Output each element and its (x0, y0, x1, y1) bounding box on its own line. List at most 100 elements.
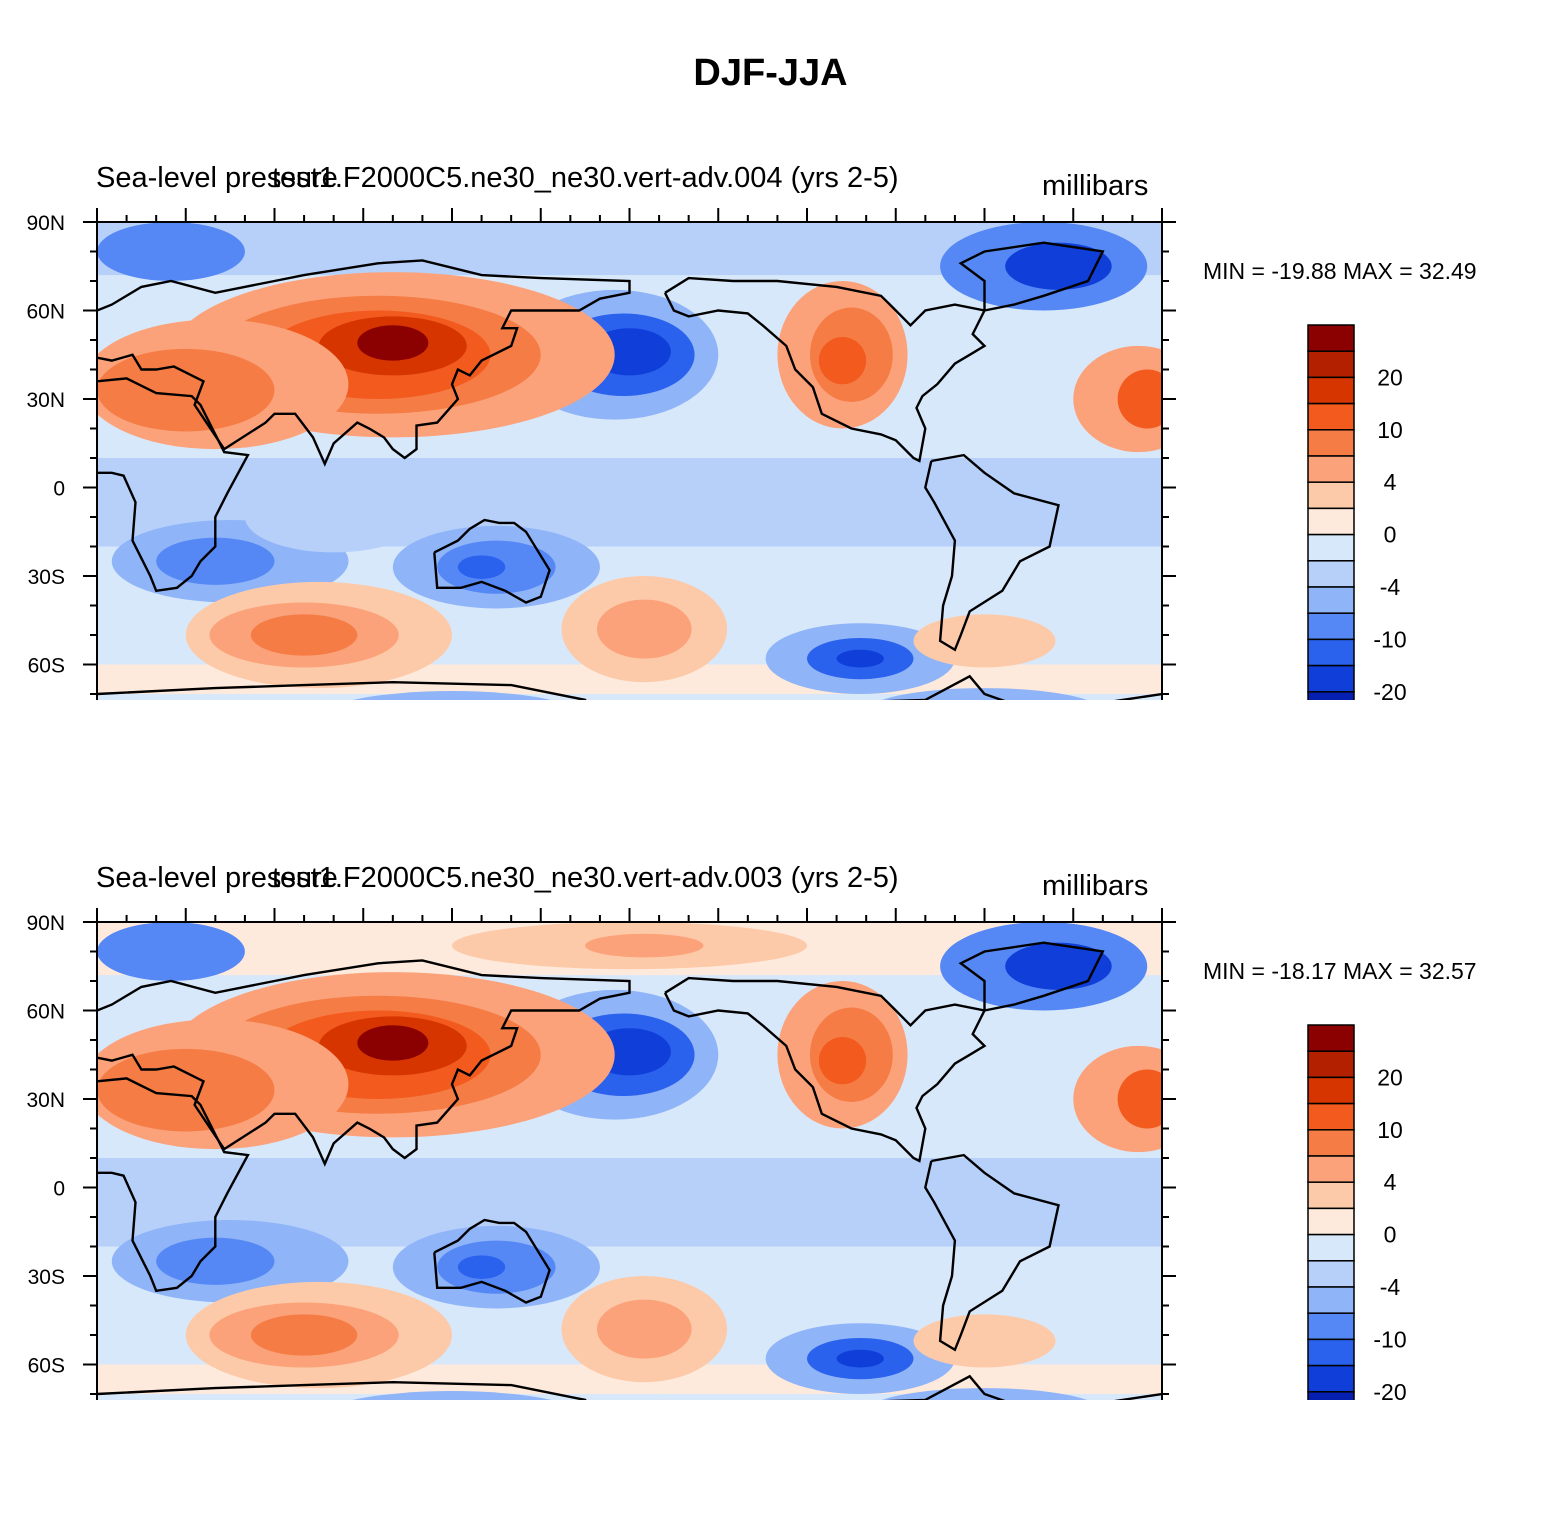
contour-region (357, 325, 429, 361)
case-label: test1.F2000C5.ne30_ne30.vert-adv.003 (yr… (272, 862, 899, 894)
colorbar-box (1307, 1129, 1355, 1157)
colorbar-label: -20 (1373, 1379, 1406, 1400)
colorbar-box (1307, 664, 1355, 693)
lat-label: 30S (28, 1266, 65, 1289)
colorbar-box (1307, 481, 1355, 510)
colorbar-box (1307, 560, 1355, 588)
units-label: millibars (1042, 870, 1149, 902)
colorbar: 20 10 4 0 -4 -10 -20 (1307, 1024, 1407, 1400)
coastline (433, 518, 551, 604)
variable-label: Sea-level pressure (96, 162, 338, 194)
colorbar-box (1307, 533, 1355, 562)
colorbar-box (1307, 429, 1355, 457)
colorbar-box (1307, 1102, 1355, 1131)
coastline (97, 259, 631, 467)
minmax-label: MIN = -18.17 MAX = 32.57 (1203, 958, 1477, 984)
colorbar-box (1307, 1076, 1355, 1105)
colorbar-label: 10 (1377, 417, 1403, 443)
coastline (97, 959, 631, 1167)
colorbar-box (1307, 1364, 1355, 1393)
colorbar-box (1307, 1286, 1355, 1314)
colorbar-box (1307, 455, 1355, 483)
colorbar-box (1307, 586, 1355, 614)
coastline (97, 377, 250, 593)
colorbar-label: -20 (1373, 679, 1406, 700)
axes: 90N60N30N030S60S90S030E60E90E120E150E180… (26, 908, 1176, 1395)
contour-region (97, 222, 245, 281)
colorbar-box (1307, 1233, 1355, 1262)
contour-region (244, 481, 423, 553)
figure-title: DJF-JJA (693, 52, 848, 94)
coastline (97, 1374, 1162, 1400)
colorbar-label: -4 (1380, 1274, 1401, 1300)
lat-label: 30N (26, 389, 65, 412)
colorbar-label: 4 (1384, 1169, 1397, 1195)
colorbar-box (1307, 324, 1355, 352)
coastline (97, 1077, 250, 1293)
contour-region (156, 537, 275, 585)
lat-label: 90N (26, 212, 65, 235)
case-label: test1.F2000C5.ne30_ne30.vert-adv.004 (yr… (272, 162, 899, 194)
colorbar-label: -10 (1373, 1326, 1406, 1352)
colorbar-label: 0 (1384, 522, 1397, 548)
colorbar-box (1307, 350, 1355, 379)
colorbar-box (1307, 691, 1355, 700)
colorbar-box (1307, 1391, 1355, 1400)
colorbar-label: 20 (1377, 364, 1403, 390)
colorbar-box (1307, 402, 1355, 431)
contour-region (596, 1299, 692, 1359)
contour-region (1005, 242, 1112, 290)
colorbar-box (1307, 1155, 1355, 1183)
coastline (924, 1153, 1060, 1352)
colorbar-label: 20 (1377, 1064, 1403, 1090)
contour-field (97, 922, 1162, 1400)
lat-label: 0 (53, 1178, 65, 1201)
colorbar-label: 4 (1384, 469, 1397, 495)
colorbar-label: 10 (1377, 1117, 1403, 1143)
contour-region (250, 614, 358, 656)
colorbar-box (1307, 1207, 1355, 1236)
units-label: millibars (1042, 170, 1149, 202)
contour-region (250, 1314, 358, 1356)
contour-region (97, 922, 245, 981)
contour-region (1117, 369, 1162, 429)
contour-region (913, 1314, 1056, 1368)
contour-region (1117, 1069, 1162, 1129)
contour-region (97, 1048, 275, 1132)
contour-region (457, 1255, 506, 1279)
contour-region (352, 691, 552, 700)
colorbar-label: 0 (1384, 1222, 1397, 1248)
colorbar-box (1307, 1024, 1355, 1052)
lat-label: 60S (28, 655, 65, 678)
colorbar-box (1307, 1260, 1355, 1288)
lat-label: 60N (26, 301, 65, 324)
coastline (958, 241, 1105, 312)
coastline (433, 1218, 551, 1304)
contour-region (585, 933, 704, 958)
contour-field (97, 222, 1162, 700)
colorbar-box (1307, 1050, 1355, 1079)
colorbar-label: -10 (1373, 626, 1406, 652)
contour-region (836, 1349, 884, 1368)
coastline (924, 453, 1060, 652)
map-plot: 90N60N30N030S60S90S030E60E90E120E150E180… (26, 908, 1407, 1400)
colorbar-box (1307, 612, 1355, 641)
contour-region (97, 348, 275, 432)
axes: 90N60N30N030S60S90S030E60E90E120E150E180… (26, 208, 1176, 695)
lat-label: 60S (28, 1355, 65, 1378)
map-panel-1: Sea-level pressure test1.F2000C5.ne30_ne… (0, 0, 1541, 700)
contour-region (836, 649, 884, 668)
contour-region (818, 1037, 867, 1085)
colorbar-box (1307, 1338, 1355, 1367)
colorbar: 20 10 4 0 -4 -10 -20 (1307, 324, 1407, 700)
colorbar-box (1307, 638, 1355, 667)
coastline (663, 976, 987, 1163)
colorbar-box (1307, 1181, 1355, 1210)
contour-region (352, 1391, 552, 1400)
contour-region (1005, 942, 1112, 990)
lat-label: 60N (26, 1001, 65, 1024)
colorbar-box (1307, 376, 1355, 405)
contour-region (357, 1025, 429, 1061)
lat-label: 90N (26, 912, 65, 935)
contour-region (818, 337, 867, 385)
